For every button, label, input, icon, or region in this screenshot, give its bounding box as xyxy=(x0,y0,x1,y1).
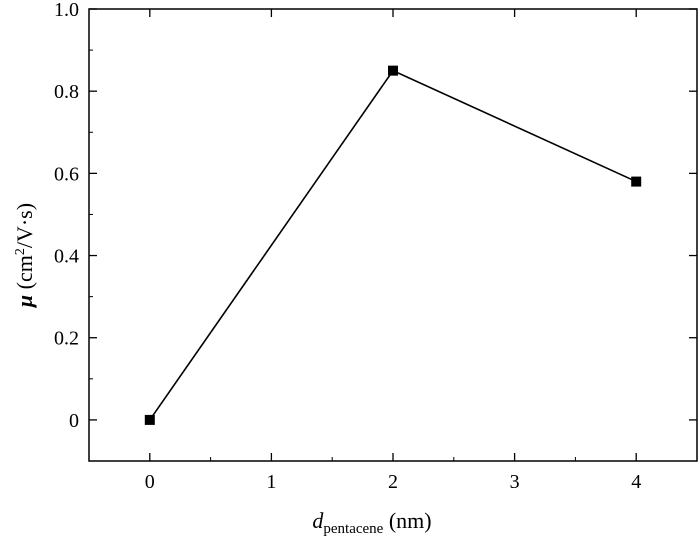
series-line xyxy=(149,69,637,421)
x-tick-label: 3 xyxy=(510,471,520,493)
x-axis-title: dpentacene (nm) xyxy=(312,508,431,537)
data-point-marker xyxy=(631,176,642,187)
x-axis-ticks: 0 1 2 3 4 xyxy=(145,9,641,493)
y-tick-label: 0.6 xyxy=(54,163,79,185)
y-axis-ticks: 0 0.2 0.4 0.6 0.8 1.0 xyxy=(54,0,697,432)
y-tick-label: 0.8 xyxy=(54,81,79,103)
y-axis-unit-suffix: /V·s) xyxy=(12,203,37,248)
x-axis-subscript: pentacene xyxy=(323,521,383,537)
plot-frame xyxy=(88,8,698,462)
y-axis-unit-prefix: (cm xyxy=(12,255,37,295)
x-tick-label: 2 xyxy=(388,471,398,493)
y-tick-label: 0.4 xyxy=(54,246,79,268)
y-tick-label: 0 xyxy=(69,410,79,432)
y-axis-title: μ (cm2/V·s) xyxy=(12,203,37,308)
data-point-marker xyxy=(388,65,398,76)
y-axis-symbol: μ xyxy=(12,295,37,308)
data-point-marker xyxy=(144,414,155,425)
y-axis-unit-superscript: 2 xyxy=(13,248,28,255)
x-tick-label: 0 xyxy=(145,471,155,493)
x-axis-unit: (nm) xyxy=(383,508,431,533)
x-tick-label: 4 xyxy=(631,471,641,493)
y-tick-label: 1.0 xyxy=(54,0,79,21)
x-tick-label: 1 xyxy=(266,471,276,493)
x-axis-symbol: d xyxy=(312,508,324,533)
data-series xyxy=(144,65,642,425)
plot-border xyxy=(88,8,698,462)
y-tick-label: 0.2 xyxy=(54,328,79,350)
